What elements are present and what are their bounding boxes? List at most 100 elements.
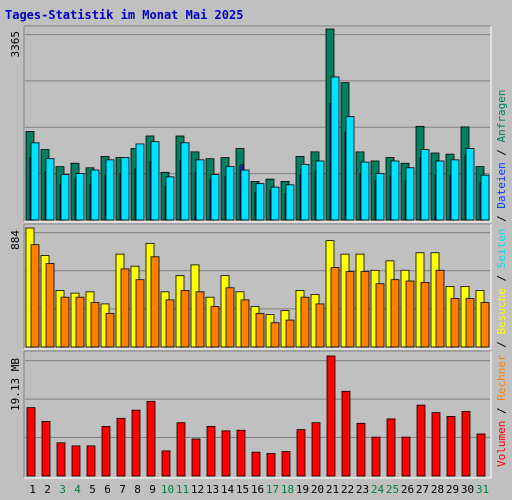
x-tick-label: 18 — [281, 483, 294, 496]
legend-separator: / — [495, 268, 508, 288]
bar-rechner-18 — [285, 319, 295, 348]
bar-volumen-3 — [56, 442, 66, 477]
bar-seiten-17 — [270, 186, 280, 221]
legend: Volumen / Rechner / Besuche / Seiten / D… — [495, 89, 508, 467]
bar-seiten-24 — [375, 173, 385, 221]
bar-seiten-10 — [165, 176, 175, 221]
bar-volumen-8 — [131, 409, 141, 477]
bar-rechner-5 — [90, 302, 100, 348]
legend-entry-dateien: Dateien — [495, 162, 508, 208]
bar-seiten-23 — [360, 161, 370, 221]
bar-rechner-30 — [465, 298, 475, 348]
bar-seiten-13 — [210, 174, 220, 221]
bar-seiten-3 — [60, 174, 70, 221]
x-tick-label: 2 — [44, 483, 51, 496]
bar-seiten-2 — [45, 158, 55, 221]
bar-volumen-10 — [161, 450, 171, 477]
bar-volumen-6 — [101, 426, 111, 477]
legend-separator: / — [495, 209, 508, 229]
legend-separator: / — [495, 142, 508, 162]
bar-rechner-28 — [435, 269, 445, 348]
x-tick-label: 23 — [356, 483, 369, 496]
bar-seiten-29 — [450, 159, 460, 221]
legend-entry-volumen: Volumen — [495, 421, 508, 467]
x-tick-label: 27 — [416, 483, 429, 496]
x-axis-ticks: 1 2 3 4 5 6 7 8 9 10 11 12 13 14 15 16 17 18 19 20 21 22 23 24 2… — [29, 483, 489, 496]
x-tick-label: 5 — [89, 483, 96, 496]
x-tick-label: 29 — [446, 483, 459, 496]
bar-rechner-13 — [210, 306, 220, 348]
bar-seiten-25 — [390, 160, 400, 221]
legend-entry-besuche: Besuche — [495, 288, 508, 334]
bar-volumen-1 — [26, 407, 36, 477]
panels-layer: 3365 884 19.13 MB — [9, 25, 492, 479]
bar-rechner-6 — [105, 312, 115, 348]
bar-volumen-22 — [341, 390, 351, 477]
bar-seiten-18 — [285, 184, 295, 221]
bar-volumen-29 — [446, 416, 456, 477]
x-tick-label: 13 — [206, 483, 219, 496]
bar-seiten-1 — [30, 142, 40, 221]
x-tick-label: 9 — [149, 483, 156, 496]
bar-seiten-12 — [195, 159, 205, 221]
x-tick-label: 21 — [326, 483, 339, 496]
ymax-label-requests: 3365 — [9, 31, 22, 58]
bar-seiten-27 — [420, 149, 430, 221]
bar-volumen-21 — [326, 355, 336, 477]
bar-rechner-3 — [60, 296, 70, 348]
bar-rechner-24 — [375, 283, 385, 348]
x-tick-label: 12 — [191, 483, 204, 496]
x-tick-label: 22 — [341, 483, 354, 496]
bar-rechner-4 — [75, 296, 85, 348]
panel-requests: 3365 — [9, 25, 492, 223]
bar-rechner-22 — [345, 271, 355, 348]
bar-volumen-27 — [416, 404, 426, 477]
x-tick-label: 4 — [74, 483, 81, 496]
bar-rechner-29 — [450, 298, 460, 348]
bar-volumen-18 — [281, 451, 291, 477]
bar-seiten-28 — [435, 160, 445, 221]
bar-seiten-4 — [75, 173, 85, 221]
bar-rechner-17 — [270, 322, 280, 348]
x-tick-label: 20 — [311, 483, 324, 496]
x-tick-label: 3 — [59, 483, 66, 496]
bar-volumen-12 — [191, 438, 201, 477]
bar-volumen-28 — [431, 412, 441, 477]
x-tick-label: 31 — [476, 483, 489, 496]
bar-volumen-16 — [251, 451, 261, 477]
bar-rechner-19 — [300, 296, 310, 348]
x-tick-label: 7 — [119, 483, 126, 496]
series-volumen — [26, 355, 486, 477]
bar-volumen-30 — [461, 410, 471, 477]
bar-volumen-24 — [371, 436, 381, 477]
series-besuche — [25, 227, 485, 348]
bar-seiten-5 — [90, 169, 100, 221]
bar-seiten-22 — [345, 116, 355, 221]
bar-volumen-5 — [86, 445, 96, 477]
bar-rechner-1 — [30, 244, 40, 348]
bar-volumen-19 — [296, 429, 306, 477]
bar-volumen-23 — [356, 422, 366, 477]
bar-rechner-26 — [405, 280, 415, 348]
bar-rechner-11 — [180, 290, 190, 348]
x-tick-label: 14 — [221, 483, 235, 496]
bar-rechner-10 — [165, 299, 175, 348]
bar-rechner-7 — [120, 268, 130, 348]
bar-rechner-25 — [390, 279, 400, 348]
x-tick-label: 10 — [161, 483, 174, 496]
x-tick-label: 17 — [266, 483, 279, 496]
bar-seiten-6 — [105, 159, 115, 221]
x-tick-label: 30 — [461, 483, 474, 496]
x-tick-label: 15 — [236, 483, 249, 496]
bar-rechner-27 — [420, 281, 430, 348]
panel-visits: 884 — [9, 223, 492, 350]
bar-seiten-31 — [480, 174, 490, 221]
bar-rechner-31 — [480, 302, 490, 348]
bar-volumen-13 — [206, 426, 216, 477]
bar-volumen-11 — [176, 422, 186, 477]
legend-entry-rechner: Rechner — [495, 354, 508, 401]
panel-volume: 19.13 MB — [9, 350, 492, 479]
bar-seiten-14 — [225, 166, 235, 221]
x-tick-label: 1 — [29, 483, 36, 496]
